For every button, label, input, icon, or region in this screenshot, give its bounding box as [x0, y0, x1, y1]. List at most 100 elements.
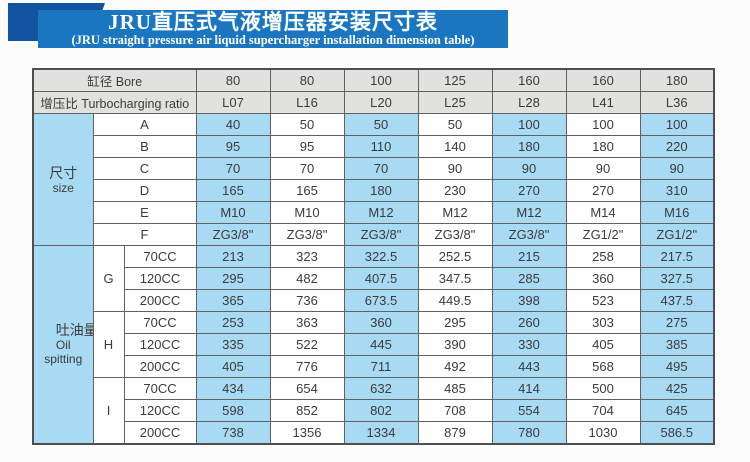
oil-value-cell: 711	[343, 355, 419, 378]
oil-value-cell: 330	[491, 333, 567, 356]
oil-value-cell: 323	[269, 245, 345, 268]
ratio-header-label: 增压比 Turbocharging ratio	[32, 91, 197, 114]
dimension-value-cell: 70	[269, 157, 345, 180]
dimension-param-label: B	[92, 135, 197, 158]
dimension-value-cell: 100	[565, 113, 641, 136]
dimension-param-label: D	[92, 179, 197, 202]
dimension-value-cell: 270	[491, 179, 567, 202]
oil-value-cell: 704	[565, 399, 641, 422]
dimension-value-cell: M10	[195, 201, 271, 224]
ratio-value-cell: L28	[491, 91, 567, 114]
ratio-value-cell: L41	[565, 91, 641, 114]
dimension-value-cell: 95	[195, 135, 271, 158]
ratio-value-cell: L07	[195, 91, 271, 114]
oil-value-cell: 632	[343, 377, 419, 400]
oil-value-cell: 405	[565, 333, 641, 356]
dimension-value-cell: M12	[343, 201, 419, 224]
oil-value-cell: 260	[491, 311, 567, 334]
oil-value-cell: 398	[491, 289, 567, 312]
oil-value-cell: 1356	[269, 421, 345, 445]
oil-value-cell: 500	[565, 377, 641, 400]
cc-label: 120CC	[123, 399, 197, 422]
bore-value-cell: 80	[195, 68, 271, 92]
oil-value-cell: 213	[195, 245, 271, 268]
ratio-value-cell: L36	[639, 91, 715, 114]
oil-value-cell: 673.5	[343, 289, 419, 312]
dimension-value-cell: 90	[417, 157, 493, 180]
dimension-value-cell: ZG3/8"	[491, 223, 567, 246]
oil-param-label: H	[92, 311, 125, 378]
oil-value-cell: 253	[195, 311, 271, 334]
oil-value-cell: 738	[195, 421, 271, 445]
page-subtitle: (JRU straight pressure air liquid superc…	[71, 33, 475, 47]
oil-value-cell: 780	[491, 421, 567, 445]
dimension-value-cell: 230	[417, 179, 493, 202]
dimension-value-cell: 50	[417, 113, 493, 136]
oil-value-cell: 425	[639, 377, 715, 400]
dimension-value-cell: 100	[491, 113, 567, 136]
oil-param-label: G	[92, 245, 125, 312]
oil-value-cell: 365	[195, 289, 271, 312]
oil-value-cell: 776	[269, 355, 345, 378]
oil-value-cell: 437.5	[639, 289, 715, 312]
dimension-value-cell: 180	[343, 179, 419, 202]
dimension-value-cell: 310	[639, 179, 715, 202]
oil-value-cell: 258	[565, 245, 641, 268]
oil-value-cell: 285	[491, 267, 567, 290]
dimension-value-cell: 165	[269, 179, 345, 202]
cc-label: 70CC	[123, 311, 197, 334]
dimension-value-cell: M12	[417, 201, 493, 224]
oil-value-cell: 802	[343, 399, 419, 422]
ratio-value-cell: L20	[343, 91, 419, 114]
oil-value-cell: 295	[417, 311, 493, 334]
oil-value-cell: 879	[417, 421, 493, 445]
dimension-value-cell: 40	[195, 113, 271, 136]
bore-value-cell: 160	[491, 68, 567, 92]
bore-value-cell: 100	[343, 68, 419, 92]
dimension-value-cell: 100	[639, 113, 715, 136]
dimension-value-cell: 110	[343, 135, 419, 158]
oil-value-cell: 295	[195, 267, 271, 290]
oil-value-cell: 852	[269, 399, 345, 422]
cc-label: 200CC	[123, 289, 197, 312]
oil-value-cell: 217.5	[639, 245, 715, 268]
dimension-param-label: F	[92, 223, 197, 246]
oil-value-cell: 586.5	[639, 421, 715, 445]
dimension-value-cell: 220	[639, 135, 715, 158]
dimension-value-cell: ZG3/8"	[343, 223, 419, 246]
oil-value-cell: 449.5	[417, 289, 493, 312]
cc-label: 200CC	[123, 355, 197, 378]
oil-value-cell: 252.5	[417, 245, 493, 268]
oil-value-cell: 327.5	[639, 267, 715, 290]
oil-section-label: 吐油量Oilspitting	[32, 245, 94, 445]
oil-value-cell: 303	[565, 311, 641, 334]
oil-value-cell: 405	[195, 355, 271, 378]
dimension-value-cell: 165	[195, 179, 271, 202]
dimension-value-cell: ZG3/8"	[269, 223, 345, 246]
oil-value-cell: 360	[343, 311, 419, 334]
dimension-value-cell: 270	[565, 179, 641, 202]
ratio-value-cell: L16	[269, 91, 345, 114]
oil-value-cell: 390	[417, 333, 493, 356]
dimension-param-label: C	[92, 157, 197, 180]
dimension-value-cell: 90	[491, 157, 567, 180]
oil-param-label: I	[92, 377, 125, 445]
oil-value-cell: 434	[195, 377, 271, 400]
cc-label: 120CC	[123, 333, 197, 356]
oil-value-cell: 414	[491, 377, 567, 400]
title-banner: JRU直压式气液增压器安装尺寸表 (JRU straight pressure …	[38, 10, 508, 48]
oil-value-cell: 335	[195, 333, 271, 356]
oil-value-cell: 492	[417, 355, 493, 378]
oil-value-cell: 554	[491, 399, 567, 422]
installation-dimension-table: 缸径 Bore 80 80 100 125 160 160 180 增压比 Turbocharg…	[32, 68, 715, 445]
oil-value-cell: 522	[269, 333, 345, 356]
dimension-value-cell: 95	[269, 135, 345, 158]
dimension-value-cell: M10	[269, 201, 345, 224]
oil-value-cell: 1030	[565, 421, 641, 445]
dimension-value-cell: 90	[565, 157, 641, 180]
dimension-value-cell: 50	[343, 113, 419, 136]
dimension-value-cell: 70	[195, 157, 271, 180]
oil-value-cell: 736	[269, 289, 345, 312]
dimension-value-cell: M12	[491, 201, 567, 224]
oil-value-cell: 482	[269, 267, 345, 290]
